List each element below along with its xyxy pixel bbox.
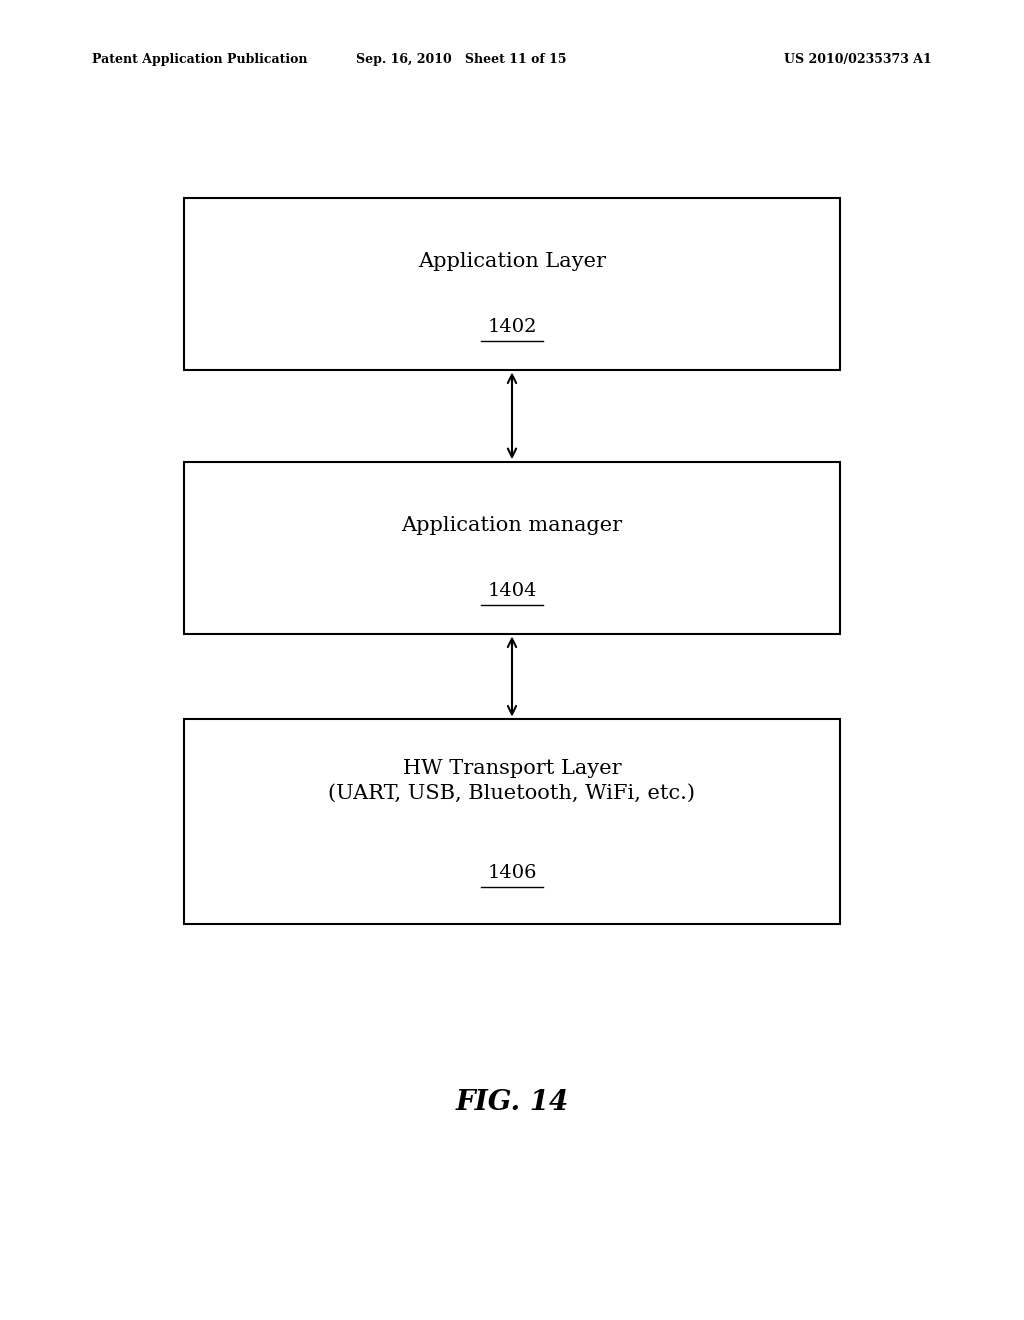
Text: HW Transport Layer
(UART, USB, Bluetooth, WiFi, etc.): HW Transport Layer (UART, USB, Bluetooth… xyxy=(329,759,695,803)
FancyBboxPatch shape xyxy=(184,462,840,634)
FancyBboxPatch shape xyxy=(184,719,840,924)
Text: 1406: 1406 xyxy=(487,863,537,882)
Text: 1402: 1402 xyxy=(487,318,537,335)
Text: Patent Application Publication: Patent Application Publication xyxy=(92,53,307,66)
Text: Application Layer: Application Layer xyxy=(418,252,606,271)
Text: FIG. 14: FIG. 14 xyxy=(456,1089,568,1115)
Text: Application manager: Application manager xyxy=(401,516,623,535)
FancyBboxPatch shape xyxy=(184,198,840,370)
Text: 1404: 1404 xyxy=(487,582,537,599)
Text: US 2010/0235373 A1: US 2010/0235373 A1 xyxy=(784,53,932,66)
Text: Sep. 16, 2010   Sheet 11 of 15: Sep. 16, 2010 Sheet 11 of 15 xyxy=(355,53,566,66)
